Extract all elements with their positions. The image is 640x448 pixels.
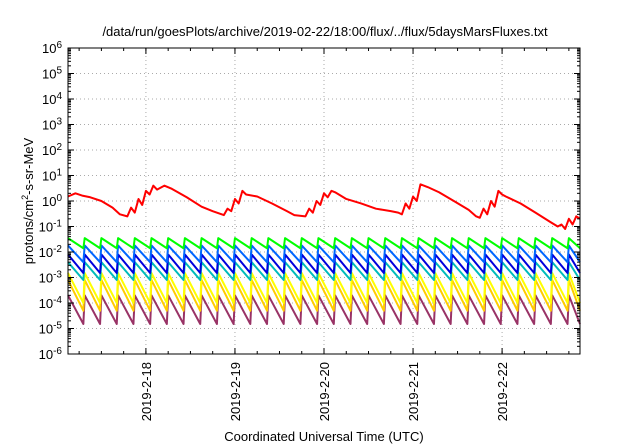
x-tick-label: 2019-2-22 <box>495 362 510 421</box>
y-tick-label: 103 <box>42 116 62 133</box>
y-tick-label: 10-3 <box>39 269 63 286</box>
y-axis: 10-6 10-5 10-4 10-3 10-2 10-1 100 101 102 103 104 1… <box>39 40 580 363</box>
y-tick-label: 10-1 <box>39 218 63 235</box>
chart-title: /data/run/goesPlots/archive/2019-02-22/1… <box>102 24 548 39</box>
y-axis-label-sup: 2 <box>20 195 30 200</box>
y-tick-label: 100 <box>42 193 62 210</box>
series-line-6 <box>67 272 581 304</box>
x-axis-label: Coordinated Universal Time (UTC) <box>224 429 423 444</box>
series-line-2 <box>67 237 581 250</box>
y-axis-label: protons/cm2-s-sr-MeV <box>20 137 36 264</box>
series-line-1 <box>67 183 581 230</box>
y-tick-label: 101 <box>42 167 62 184</box>
x-tick-label: 2019-2-19 <box>228 362 243 421</box>
y-tick-label: 10-2 <box>39 244 63 261</box>
y-tick-label: 104 <box>42 91 62 108</box>
series-layer <box>67 183 581 326</box>
series-line-5 <box>67 261 581 281</box>
series-line-3 <box>67 244 581 264</box>
series-line-4 <box>67 253 581 275</box>
y-tick-label: 102 <box>42 142 62 159</box>
x-axis: 2019-2-18 2019-2-19 2019-2-20 2019-2-21 2019… <box>78 48 570 421</box>
y-tick-label: 10-5 <box>39 320 63 337</box>
y-tick-label: 105 <box>42 65 62 82</box>
y-tick-label: 10-6 <box>39 346 63 363</box>
grid <box>68 48 580 354</box>
y-tick-label: 106 <box>42 40 62 57</box>
series-line-8 <box>67 294 581 326</box>
y-axis-label-pre: protons/cm <box>21 200 36 264</box>
series-line-7 <box>67 278 581 312</box>
x-tick-label: 2019-2-21 <box>406 362 421 421</box>
y-axis-label-post: -s-sr-MeV <box>21 137 36 194</box>
x-tick-label: 2019-2-18 <box>139 362 154 421</box>
y-tick-label: 10-4 <box>39 295 63 312</box>
x-tick-label: 2019-2-20 <box>317 362 332 421</box>
